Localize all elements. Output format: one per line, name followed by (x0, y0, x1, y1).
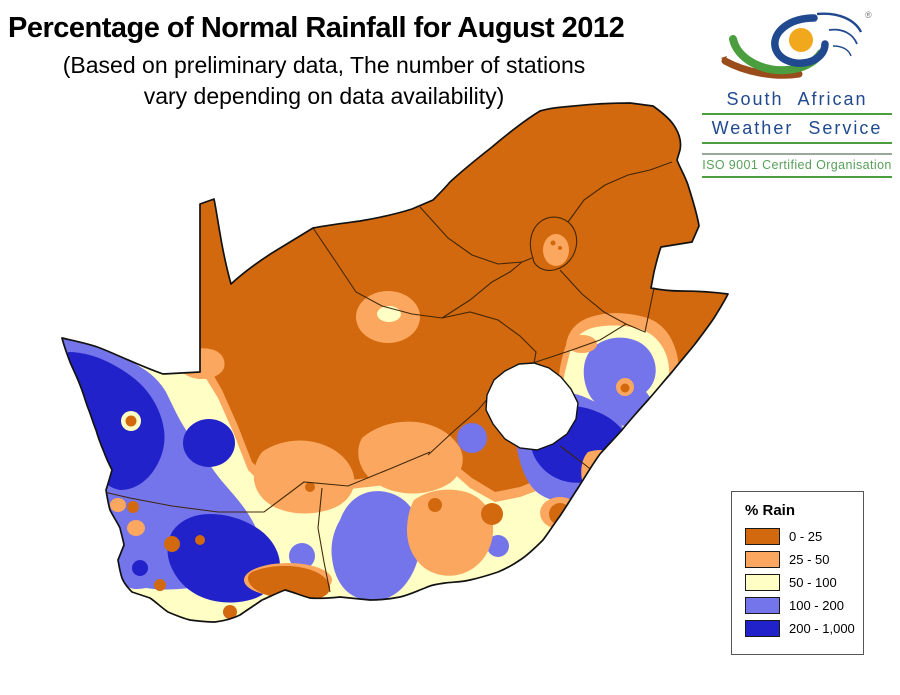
legend-title: % Rain (745, 502, 796, 519)
legend-label: 100 - 200 (789, 598, 844, 613)
legend-label: 50 - 100 (789, 575, 837, 590)
legend-item: 0 - 25 (745, 528, 863, 545)
legend-swatch-100-200 (745, 597, 780, 614)
subtitle: (Based on preliminary data, The number o… (14, 50, 634, 112)
lesotho-hole (485, 362, 579, 451)
logo-line-1: South African (702, 86, 892, 115)
legend-swatch-50-100 (745, 574, 780, 591)
saws-swirl-icon: ® (721, 10, 872, 79)
logo-line-2: Weather Service (702, 115, 892, 144)
legend-swatch-0-25 (745, 528, 780, 545)
legend-label: 25 - 50 (789, 552, 830, 567)
country-outline (61, 102, 729, 623)
logo-wordmark: South African Weather Service (702, 86, 892, 144)
subtitle-line-2: vary depending on data availability) (143, 83, 505, 109)
legend-swatch-200-1000 (745, 620, 780, 637)
legend-item: 50 - 100 (745, 574, 863, 591)
legend-item: 25 - 50 (745, 551, 863, 568)
subtitle-line-1: (Based on preliminary data, The number o… (62, 52, 586, 78)
map-legend: % Rain 0 - 25 25 - 50 50 - 100 100 - 200… (731, 491, 864, 655)
legend-label: 200 - 1,000 (789, 621, 855, 636)
saws-logo: ® South African Weather Service ISO 9001… (702, 6, 892, 178)
legend-label: 0 - 25 (789, 529, 823, 544)
sun-icon (789, 28, 813, 52)
page-title: Percentage of Normal Rainfall for August… (8, 12, 625, 44)
legend-swatch-25-50 (745, 551, 780, 568)
province-borders (103, 161, 673, 593)
iso-certification: ISO 9001 Certified Organisation (702, 153, 892, 178)
legend-item: 100 - 200 (745, 597, 863, 614)
registered-mark: ® (865, 10, 872, 20)
legend-item: 200 - 1,000 (745, 620, 863, 637)
